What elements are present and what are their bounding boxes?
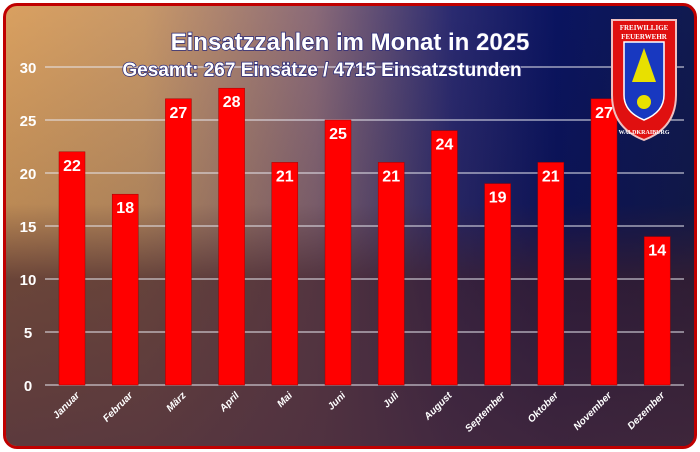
- bar-august: [431, 130, 458, 386]
- data-label: 21: [276, 168, 294, 185]
- bar-april: [218, 87, 245, 386]
- data-label: 27: [170, 105, 188, 122]
- x-tick-label: Januar: [51, 390, 83, 422]
- data-label: 24: [436, 137, 454, 154]
- bar-januar: [58, 151, 86, 386]
- data-label: 18: [116, 200, 134, 217]
- bar-dezember: [643, 236, 671, 386]
- y-tick-label: 0: [24, 378, 32, 395]
- data-label: 28: [223, 94, 241, 111]
- data-label: 21: [542, 168, 560, 185]
- x-tick-label: Oktober: [526, 390, 562, 426]
- data-label: 19: [489, 190, 507, 207]
- x-tick-label: November: [572, 390, 615, 433]
- y-tick-label: 5: [24, 325, 32, 342]
- logo: FREIWILLIGE FEUERWEHR WALDKRAIBURG: [611, 19, 677, 142]
- data-label: 22: [63, 158, 81, 175]
- bar-september: [484, 183, 511, 386]
- chart-subtitle: Gesamt: 267 Einsätze / 4715 Einsatzstund…: [122, 60, 521, 81]
- x-tick-label: April: [217, 390, 242, 415]
- bar-juni: [324, 119, 352, 386]
- data-label: 21: [382, 168, 400, 185]
- x-tick-label: Februar: [101, 390, 136, 425]
- x-tick-label: Dezember: [626, 390, 668, 432]
- bar-mai: [271, 162, 299, 386]
- chart-title: Einsatzzahlen im Monat in 2025: [171, 29, 530, 56]
- bar-oktober: [537, 162, 565, 386]
- y-tick-label: 30: [20, 60, 37, 77]
- bar-februar: [111, 193, 139, 386]
- svg-text:FREIWILLIGE: FREIWILLIGE: [620, 24, 669, 32]
- x-tick-label: Mai: [275, 390, 295, 410]
- y-tick-label: 20: [20, 166, 37, 183]
- y-tick-label: 10: [20, 272, 37, 289]
- x-tick-label: Juli: [381, 390, 401, 410]
- x-tick-label: August: [422, 390, 455, 423]
- y-tick-label: 15: [20, 219, 37, 236]
- x-tick-label: September: [463, 390, 508, 435]
- x-tick-label: Juni: [326, 390, 348, 412]
- svg-text:WALDKRAIBURG: WALDKRAIBURG: [618, 130, 669, 136]
- bar-märz: [165, 98, 192, 386]
- data-label: 14: [648, 243, 666, 260]
- x-tick-label: März: [165, 390, 189, 414]
- y-tick-label: 25: [20, 113, 37, 130]
- data-label: 27: [595, 105, 613, 122]
- data-label: 25: [329, 126, 347, 143]
- svg-text:FEUERWEHR: FEUERWEHR: [621, 33, 668, 41]
- bar-november: [590, 98, 618, 386]
- bar-juli: [377, 162, 405, 386]
